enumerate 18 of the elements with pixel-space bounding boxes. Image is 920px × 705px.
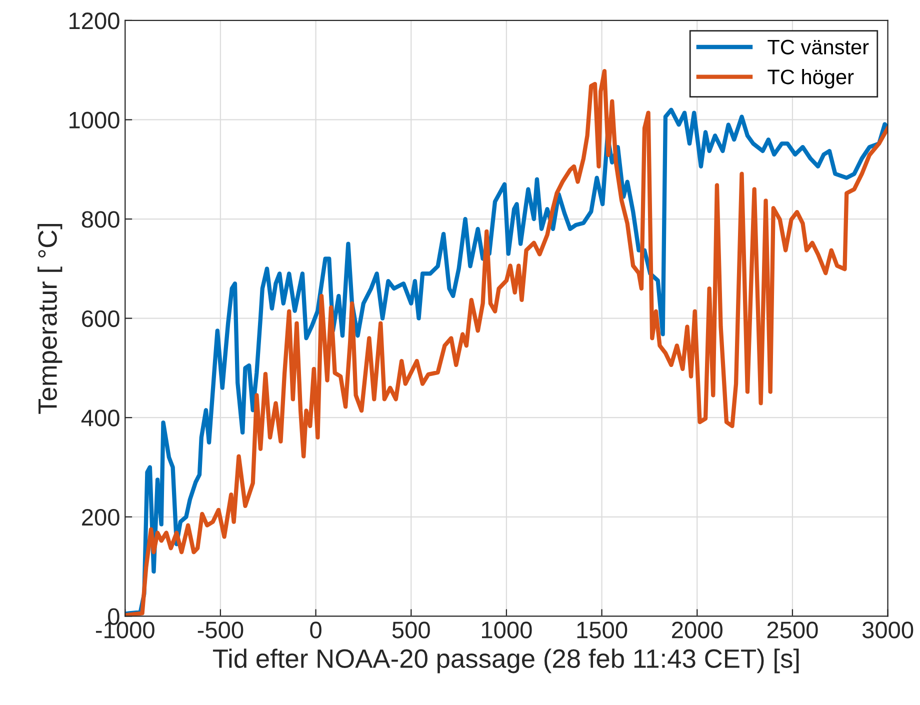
x-tick-label: -500 xyxy=(198,622,244,638)
legend-label: TC höger xyxy=(768,69,854,88)
y-tick-label: 1000 xyxy=(70,112,120,129)
legend-label: TC vänster xyxy=(768,40,869,54)
y-tick-label: 800 xyxy=(82,211,120,228)
y-tick-label: 400 xyxy=(81,410,120,426)
x-tick-label: 0 xyxy=(310,622,322,638)
x-tick-label: 500 xyxy=(392,622,430,638)
x-tick-label: 1000 xyxy=(482,622,532,638)
x-tick-label: 2500 xyxy=(767,622,818,638)
y-tick-label: 200 xyxy=(82,508,120,526)
y-tick-label: 1200 xyxy=(70,12,120,30)
x-tick-label: 3000 xyxy=(862,622,914,638)
x-tick-label: 2000 xyxy=(672,622,722,638)
y-tick-label: 600 xyxy=(82,310,120,328)
y-axis-title: Temperatur [ °C] xyxy=(38,224,62,414)
x-axis-title: Tid efter NOAA-20 passage (28 feb 11:43 CET) [s] xyxy=(212,648,799,674)
x-tick-label: 1500 xyxy=(577,622,628,638)
